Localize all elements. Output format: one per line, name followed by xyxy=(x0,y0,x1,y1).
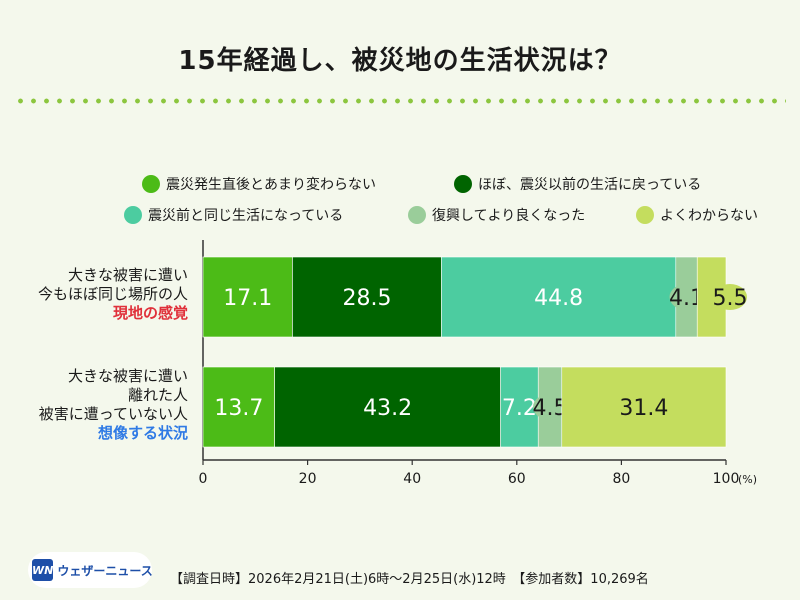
data-label: 44.8 xyxy=(534,286,583,311)
legend-item-immediate: 震災発生直後とあまり変わらない xyxy=(142,174,376,194)
row-note-local: 現地の感覚 xyxy=(112,304,188,322)
legend-item-better: 復興してより良くなった xyxy=(408,205,585,225)
data-label: 17.1 xyxy=(223,286,272,311)
data-label: 7.2 xyxy=(502,396,537,421)
bar-segment xyxy=(292,256,442,338)
row-label-line: 大きな被害に遭い xyxy=(67,367,188,385)
data-label-bubble xyxy=(533,394,568,420)
data-label: 13.7 xyxy=(214,396,263,421)
legend-swatch xyxy=(142,175,160,193)
legend-label: 復興してより良くなった xyxy=(432,208,586,224)
page-title: 15年経過し、被災地の生活状況は？ xyxy=(178,46,622,76)
data-label: 28.5 xyxy=(342,286,391,311)
bar-segment xyxy=(500,366,539,448)
bar-segment xyxy=(202,256,293,338)
x-tick-label: 40 xyxy=(403,471,421,487)
legend-item-unknown: よくわからない xyxy=(636,205,758,225)
dotted-divider xyxy=(14,98,786,104)
bar-segment xyxy=(202,366,275,448)
row-label-imagined: 大きな被害に遭い 離れた人 被害に遭っていない人 想像する状況 xyxy=(39,367,188,443)
logo-text: ウェザーニュース xyxy=(57,563,153,578)
bar-segment xyxy=(441,256,677,338)
x-tick-label: 20 xyxy=(299,471,317,487)
legend-label: よくわからない xyxy=(660,208,758,224)
x-tick-label: 0 xyxy=(199,471,208,487)
legend-label: 震災発生直後とあまり変わらない xyxy=(166,177,376,193)
legend-swatch xyxy=(454,175,472,193)
x-tick-label: 60 xyxy=(508,471,526,487)
legend-label: 震災前と同じ生活になっている xyxy=(148,208,344,224)
bar-segment xyxy=(274,366,501,448)
x-tick-label: 80 xyxy=(612,471,630,487)
data-label: 31.4 xyxy=(619,396,668,421)
row-label-line: 大きな被害に遭い xyxy=(67,266,188,284)
legend-swatch xyxy=(408,206,426,224)
data-label: 43.2 xyxy=(363,396,412,421)
row-label-local: 大きな被害に遭い 今もほぼ同じ場所の人 現地の感覚 xyxy=(38,266,188,323)
row-label-line: 離れた人 xyxy=(127,386,188,404)
weathernews-logo: WN ウェザーニュース xyxy=(28,552,153,588)
row-label-line: 今もほぼ同じ場所の人 xyxy=(37,285,188,303)
row-label-line: 被害に遭っていない人 xyxy=(38,405,188,423)
legend-item-almost-restored: ほぼ、震災以前の生活に戻っている xyxy=(454,174,701,194)
data-label-bubble xyxy=(669,284,704,310)
survey-info: 【調査日時】2026年2月21日(土)6時～2月25日(水)12時 【参加者数】… xyxy=(170,572,649,587)
x-axis-unit: (%) xyxy=(738,473,757,486)
data-label: 5.5 xyxy=(713,286,748,311)
legend-label: ほぼ、震災以前の生活に戻っている xyxy=(478,177,702,193)
legend-item-same-as-before: 震災前と同じ生活になっている xyxy=(124,205,343,225)
row-note-imagined: 想像する状況 xyxy=(97,424,188,442)
legend-swatch xyxy=(636,206,654,224)
x-tick-label: 100 xyxy=(713,471,740,487)
data-label-bubble xyxy=(713,284,747,310)
logo-mark: WN xyxy=(32,559,54,581)
legend-swatch xyxy=(124,206,142,224)
bar-segment xyxy=(561,366,727,448)
